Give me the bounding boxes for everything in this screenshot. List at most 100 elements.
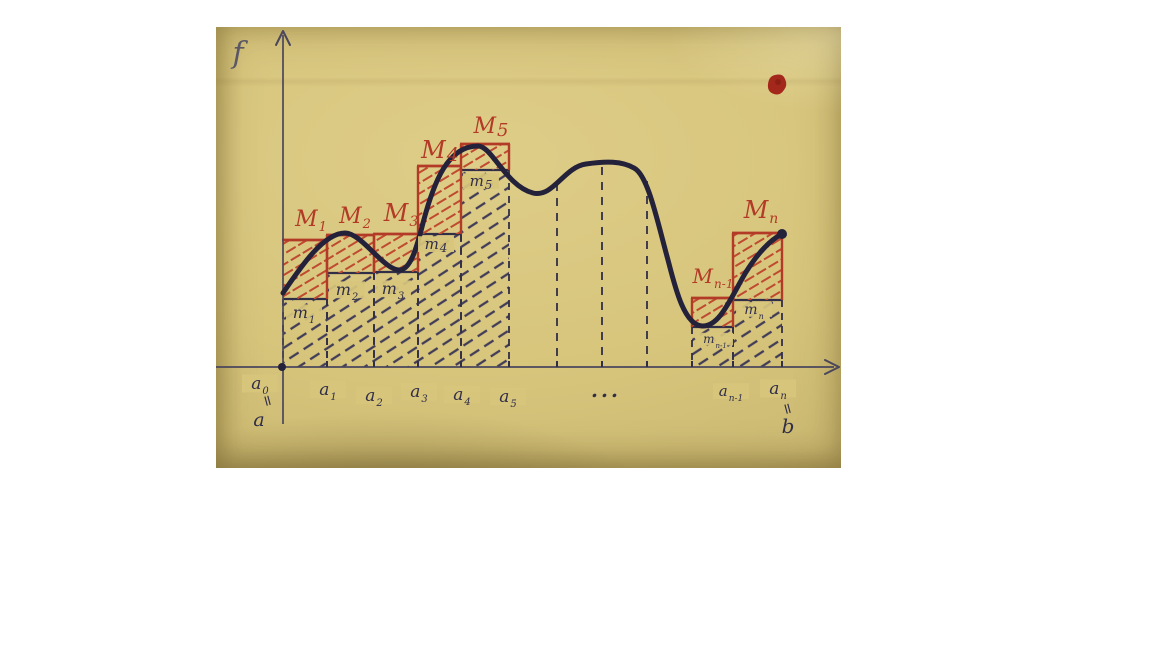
upper-sum-label: M1 xyxy=(294,207,327,235)
upper-sum-label: M4 xyxy=(420,136,459,166)
label-halo xyxy=(375,280,411,298)
label-halo xyxy=(713,383,749,399)
label-base: M xyxy=(383,199,410,227)
lower-rect-fill xyxy=(418,234,461,367)
label-base: a xyxy=(453,385,463,405)
x-axis-label: an-1 xyxy=(719,382,744,404)
curve-endpoint-dot xyxy=(777,229,787,239)
label-subscript: 3 xyxy=(398,291,404,302)
label-subscript: 5 xyxy=(497,120,508,141)
label-base: m xyxy=(293,303,308,322)
lower-sum-label: m5 xyxy=(470,172,493,192)
equals-sign: = xyxy=(258,392,279,409)
label-subscript: n-1 xyxy=(714,277,733,291)
label-base: m xyxy=(744,302,757,318)
label-base: M xyxy=(473,114,497,139)
label-base: m xyxy=(382,279,397,298)
axes xyxy=(216,30,840,424)
x-axis-label: a3 xyxy=(410,382,428,405)
lower-sum-label: m3 xyxy=(382,279,405,302)
function-name-label: f xyxy=(230,36,248,71)
label-subscript: 4 xyxy=(446,144,459,166)
label-base: M xyxy=(743,196,770,224)
equals-sign: = xyxy=(778,400,799,417)
label-halo xyxy=(286,304,322,322)
label-subscript: n xyxy=(759,312,764,321)
curve-endpoint-dot xyxy=(278,363,286,371)
label-halo xyxy=(310,380,346,399)
label-halo xyxy=(463,173,499,189)
lower-rect-fill xyxy=(461,170,509,367)
label-base: m xyxy=(470,172,484,190)
label-subscript: 1 xyxy=(330,392,336,403)
upper-sum-label: Mn xyxy=(743,196,779,227)
lower-sum-label: mn xyxy=(744,302,763,321)
label-subscript: n xyxy=(780,391,786,402)
label-subscript: 2 xyxy=(375,398,382,409)
label-subscript: 3 xyxy=(421,394,427,405)
lower-sum-label: m2 xyxy=(336,280,359,303)
label-subscript: 0 xyxy=(262,386,269,397)
notebook-photo: M1 M2 M3 M4 M5 Mn-1 Mn m1 m2 m3 m4 m5 mn-1 mn a0 a1 a2 a3… xyxy=(216,27,841,468)
upper-sum-label: M3 xyxy=(383,199,419,230)
lower-sum-label: mn-1 xyxy=(703,332,727,350)
x-axis-label: a0 xyxy=(251,374,269,397)
upper-rect-fill xyxy=(733,233,782,300)
upper-rect-fill xyxy=(327,235,374,273)
x-axis-arrowhead xyxy=(824,359,840,375)
label-halo xyxy=(490,387,526,406)
label-base: a xyxy=(365,386,375,406)
ink-blob-group xyxy=(767,74,787,95)
label-base: a xyxy=(410,382,420,402)
label-halo xyxy=(418,236,454,252)
upper-sum-label: M5 xyxy=(473,114,509,141)
label-base: m xyxy=(336,280,351,299)
x-axis-label: a1 xyxy=(319,380,337,403)
label-base: M xyxy=(420,136,447,164)
upper-rect-fill xyxy=(374,234,418,272)
x-axis-label: a2 xyxy=(365,386,383,409)
label-subscript: 5 xyxy=(510,399,516,410)
x-axis-label: a4 xyxy=(453,385,471,408)
function-curve xyxy=(280,143,785,329)
label-base: a xyxy=(319,380,329,400)
label-base: M xyxy=(692,264,714,288)
label-halo xyxy=(356,386,392,405)
upper-sum-rectangles xyxy=(282,142,784,327)
endpoint-name-label: a xyxy=(253,409,264,431)
label-subscript: 1 xyxy=(319,220,327,235)
label-subscript: 2 xyxy=(362,217,371,232)
label-subscript: 3 xyxy=(409,214,418,230)
label-halo xyxy=(329,281,365,299)
x-axis-label: an xyxy=(769,379,787,402)
y-axis-arrowhead xyxy=(275,30,291,46)
label-halo xyxy=(697,332,733,346)
label-halo xyxy=(760,379,796,398)
label-base: m xyxy=(703,332,714,346)
label-subscript: 4 xyxy=(463,397,470,408)
endpoint-name-label: b xyxy=(782,414,795,438)
label-base: a xyxy=(719,382,728,400)
label-subscript: 5 xyxy=(485,178,493,192)
lower-sum-label: m1 xyxy=(293,303,316,326)
label-base: a xyxy=(769,379,779,399)
label-subscript: n xyxy=(769,211,778,227)
partition-lines xyxy=(556,167,648,367)
x-axis-label: a5 xyxy=(499,387,517,410)
label-subscript: 2 xyxy=(351,292,358,303)
upper-rect-fill xyxy=(283,240,327,299)
label-subscript: n-1 xyxy=(729,394,744,404)
label-halo xyxy=(401,382,437,401)
label-base: M xyxy=(294,207,318,232)
upper-sum-label: Mn-1 xyxy=(692,264,734,291)
label-subscript: n-1 xyxy=(716,342,727,350)
label-subscript: 4 xyxy=(439,241,448,255)
label-base: m xyxy=(425,235,439,253)
label-base: a xyxy=(251,374,261,394)
lower-sum-label: m4 xyxy=(425,235,448,255)
label-subscript: 1 xyxy=(309,315,315,326)
upper-sum-label: M2 xyxy=(338,204,371,232)
